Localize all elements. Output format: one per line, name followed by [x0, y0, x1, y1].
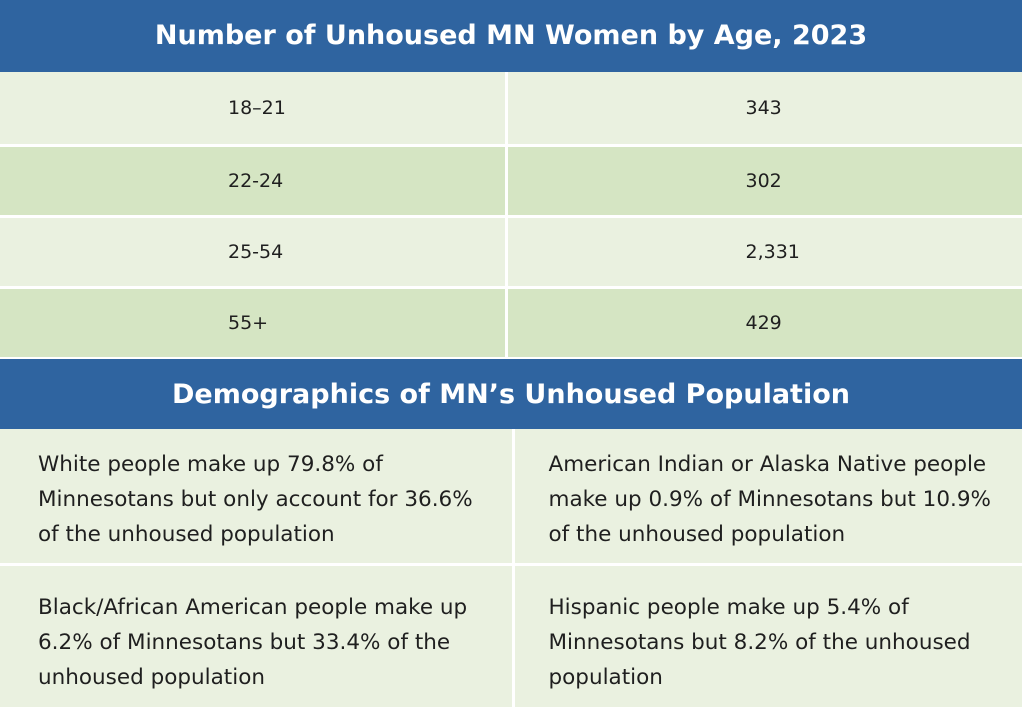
- age-cell: 55+: [228, 312, 269, 334]
- age-cell: 22-24: [228, 170, 284, 192]
- table-row: White people make up 79.8% of Minnesotan…: [0, 429, 1022, 563]
- age-table-title: Number of Unhoused MN Women by Age, 2023: [0, 0, 1022, 72]
- demographic-fact: White people make up 79.8% of Minnesotan…: [38, 452, 473, 547]
- demographic-fact: Hispanic people make up 5.4% of Minnesot…: [511, 566, 1023, 707]
- count-cell: 343: [504, 72, 1023, 144]
- age-cell: 18–21: [228, 97, 286, 119]
- table-row: 22-24 302: [0, 144, 1022, 215]
- age-cell: 25-54: [228, 241, 284, 263]
- table-row: 25-54 2,331: [0, 215, 1022, 286]
- table-row: Black/African American people make up 6.…: [0, 563, 1022, 707]
- count-cell: 2,331: [504, 218, 1023, 286]
- demographic-fact: Black/African American people make up 6.…: [38, 595, 468, 690]
- demographics-title: Demographics of MN’s Unhoused Population: [0, 357, 1022, 429]
- count-cell: 302: [504, 147, 1023, 215]
- count-cell: 429: [504, 289, 1023, 357]
- demographic-fact: American Indian or Alaska Native people …: [511, 429, 1023, 563]
- table-row: 18–21 343: [0, 72, 1022, 144]
- table-row: 55+ 429: [0, 286, 1022, 357]
